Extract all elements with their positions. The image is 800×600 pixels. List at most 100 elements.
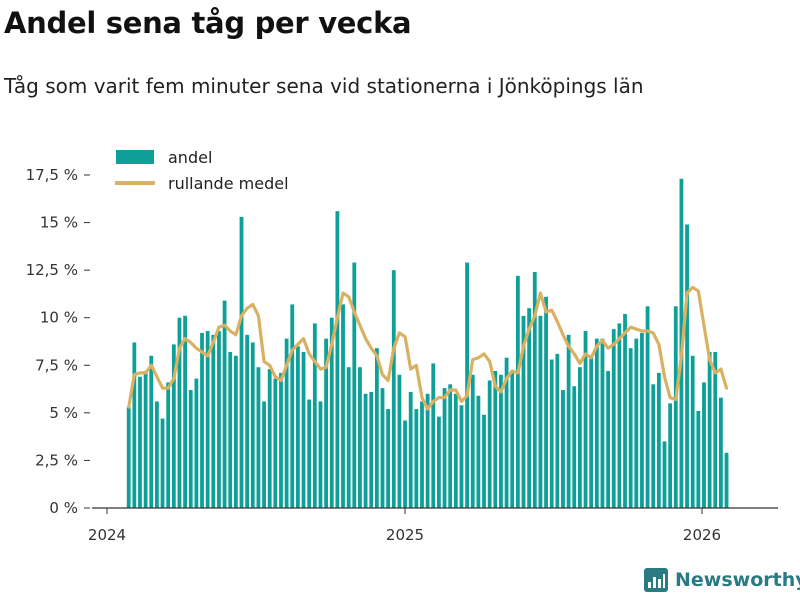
- bar: [425, 393, 430, 508]
- bar: [493, 370, 498, 508]
- bar: [482, 414, 486, 508]
- newsworthy-icon: [644, 568, 668, 592]
- bar: [645, 306, 650, 508]
- bar: [352, 262, 357, 508]
- bar: [239, 216, 244, 508]
- bar: [171, 344, 176, 508]
- bar: [561, 390, 565, 508]
- bar: [166, 382, 171, 508]
- bar: [138, 376, 142, 508]
- bar: [149, 355, 154, 508]
- x-tick-label: 2026: [683, 526, 721, 544]
- brand-name: Newsworthy: [675, 569, 800, 591]
- bar: [510, 372, 515, 508]
- bar: [713, 351, 718, 508]
- bar: [228, 351, 233, 508]
- bar: [188, 390, 193, 508]
- bar: [374, 348, 379, 508]
- bar: [487, 380, 492, 508]
- bar: [312, 323, 317, 508]
- rolling-mean-line: [127, 285, 729, 411]
- bar: [318, 401, 323, 508]
- line-series-rullande-medel: [127, 285, 729, 411]
- bar: [690, 355, 695, 508]
- bar: [155, 401, 159, 508]
- bar: [662, 441, 667, 508]
- bar: [437, 416, 441, 508]
- y-tick-label: 0 %: [49, 499, 78, 517]
- bar: [719, 397, 723, 508]
- bar: [194, 378, 199, 508]
- legend-label-andel: andel: [168, 148, 212, 167]
- bar: [521, 315, 526, 508]
- bar: [126, 407, 131, 508]
- bar: [504, 357, 509, 508]
- bar: [668, 403, 673, 508]
- bar: [132, 342, 137, 508]
- bar: [380, 388, 385, 508]
- y-axis: 0 % 2,5 % 5 % 7,5 % 10 % 12,5 % 15 % 17,5 %: [26, 166, 90, 517]
- bar: [453, 393, 458, 508]
- bar: [527, 308, 532, 508]
- bar: [397, 374, 402, 508]
- bar: [555, 353, 560, 508]
- bar: [256, 367, 261, 508]
- bar: [600, 338, 605, 508]
- bar: [589, 355, 594, 508]
- bar: [177, 317, 182, 508]
- legend-swatch-andel: [116, 150, 154, 164]
- bar: [448, 384, 453, 508]
- bar: [324, 338, 328, 508]
- bar: [606, 370, 610, 508]
- newsworthy-logo: Newsworthy: [644, 568, 800, 592]
- bar: [696, 410, 701, 508]
- bar: [341, 304, 345, 508]
- bar: [634, 338, 639, 508]
- legend: andel rullande medel: [115, 148, 289, 193]
- y-tick-label: 10 %: [40, 309, 78, 327]
- bar: [301, 351, 306, 508]
- bar: [583, 331, 588, 508]
- bar: [391, 270, 396, 508]
- bar: [358, 367, 362, 508]
- chart-subtitle: Tåg som varit fem minuter sena vid stati…: [4, 74, 644, 98]
- bar: [515, 275, 520, 508]
- bar: [211, 334, 216, 508]
- bar: [200, 332, 204, 508]
- bar: [233, 355, 238, 508]
- y-tick-label: 2,5 %: [35, 451, 78, 469]
- bar: [442, 388, 447, 508]
- bar: [476, 395, 481, 508]
- legend-label-rullande-medel: rullande medel: [168, 174, 289, 193]
- bar: [273, 378, 278, 508]
- bar: [707, 351, 712, 508]
- bar: [160, 418, 165, 508]
- bar: [205, 331, 210, 508]
- bar: [245, 334, 250, 508]
- bar: [538, 315, 543, 508]
- bar: [369, 391, 374, 508]
- y-tick-label: 5 %: [49, 404, 78, 422]
- bar: [250, 342, 255, 508]
- bar: [673, 306, 678, 508]
- bar: [651, 384, 656, 508]
- bar: [262, 401, 266, 508]
- bar: [685, 224, 689, 508]
- bar: [532, 272, 537, 508]
- bar: [623, 313, 627, 508]
- bar: [499, 374, 503, 508]
- bar: [431, 363, 436, 508]
- bar: [572, 386, 577, 508]
- bar: [640, 332, 644, 508]
- bar: [335, 211, 340, 508]
- bar: [143, 370, 148, 508]
- bar: [724, 452, 729, 508]
- y-tick-label: 17,5 %: [26, 166, 78, 184]
- bar: [549, 359, 554, 508]
- bar: [284, 338, 289, 508]
- bar: [611, 329, 616, 508]
- bar: [363, 393, 368, 508]
- x-axis: 2024 2025 2026: [88, 507, 778, 544]
- bar-series-andel: [126, 178, 729, 508]
- bar: [566, 334, 571, 508]
